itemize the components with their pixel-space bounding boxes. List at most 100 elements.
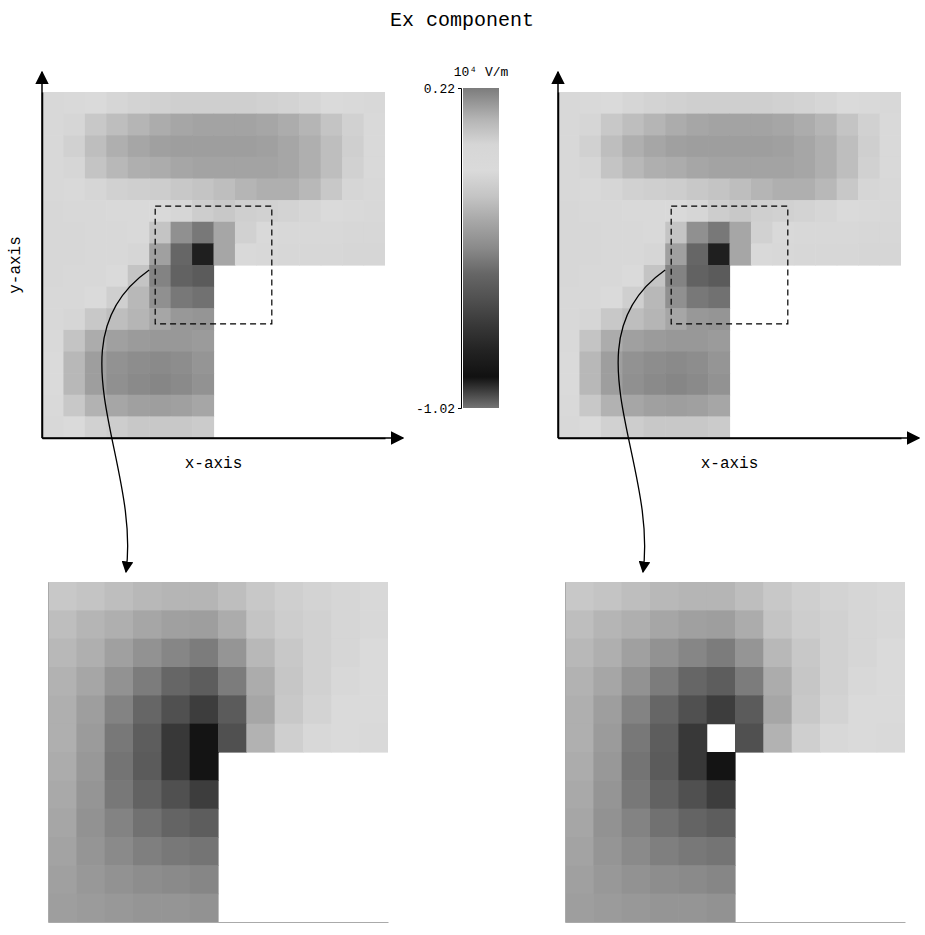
heatmap-cell — [622, 837, 651, 866]
heatmap-cell — [275, 610, 304, 639]
colorbar-axis-line — [458, 89, 462, 409]
heatmap-cell — [848, 610, 877, 639]
heatmap-cell — [565, 724, 594, 753]
heatmap-cell — [880, 222, 901, 244]
heatmap-cell — [650, 752, 679, 781]
heatmap-cell — [48, 582, 77, 611]
heatmap-cell — [650, 780, 679, 809]
heatmap-cell — [128, 200, 150, 222]
heatmap-cell — [214, 179, 236, 201]
colorbar-tick-mark — [458, 408, 461, 409]
heatmap-cell — [105, 667, 134, 696]
heatmap-cell — [763, 667, 792, 696]
heatmap-cell — [877, 582, 905, 611]
heatmap-cell — [579, 92, 601, 114]
heatmap-cell — [256, 200, 278, 222]
heatmap-cell — [815, 114, 837, 136]
heatmap-cell — [85, 287, 107, 309]
heatmap-cell — [48, 724, 77, 753]
heatmap-cell — [303, 667, 332, 696]
heatmap-cell — [149, 135, 171, 157]
heatmap-cell — [678, 610, 707, 639]
heatmap-cell — [161, 809, 190, 838]
heatmap-cell — [622, 287, 644, 309]
heatmap-cell — [579, 157, 601, 179]
heatmap-cell — [708, 330, 730, 352]
heatmap-cell — [644, 373, 666, 395]
heatmap-cell — [42, 395, 64, 417]
heatmap-cell — [622, 157, 644, 179]
heatmap-cell — [76, 780, 105, 809]
heatmap-cell — [794, 135, 816, 157]
heatmap-cell — [105, 809, 134, 838]
heatmap-cell — [708, 287, 730, 309]
heatmap-cell — [579, 352, 601, 374]
heatmap-cell — [128, 373, 150, 395]
heatmap-cell — [665, 265, 687, 287]
heatmap-cell — [877, 667, 905, 696]
heatmap-cell — [730, 114, 752, 136]
heatmap-cell — [880, 200, 901, 222]
heatmap-cell — [190, 780, 219, 809]
heatmap-cells — [42, 92, 385, 438]
y-axis — [48, 583, 49, 923]
heatmap-cell — [820, 610, 849, 639]
heatmap-cell — [644, 114, 666, 136]
heatmap-cell — [665, 135, 687, 157]
heatmap-cell — [342, 157, 364, 179]
heatmap-cell — [246, 667, 275, 696]
heatmap-cell — [815, 92, 837, 114]
heatmap-cell — [149, 222, 171, 244]
heatmap-cell — [149, 287, 171, 309]
heatmap-cell — [565, 667, 594, 696]
heatmap-cell — [76, 752, 105, 781]
heatmap-cell — [235, 179, 257, 201]
heatmap-cell — [42, 114, 64, 136]
y-axis — [565, 583, 566, 923]
x-axis-arrow — [558, 437, 919, 439]
heatmap-cell — [85, 92, 107, 114]
heatmap-cell — [192, 416, 214, 438]
heatmap-cell — [235, 135, 257, 157]
heatmap-cell — [707, 610, 736, 639]
heatmap-cell — [707, 667, 736, 696]
x-axis-arrow — [42, 437, 403, 439]
heatmap-cell — [218, 610, 247, 639]
heatmap-cell — [735, 695, 764, 724]
heatmap-cell — [214, 92, 236, 114]
y-axis-title: y-axis — [7, 236, 25, 294]
y-axis-line — [48, 583, 49, 923]
heatmap-cell — [558, 395, 580, 417]
heatmap-cell — [792, 724, 821, 753]
heatmap-cell — [650, 837, 679, 866]
heatmap-cell — [678, 639, 707, 668]
heatmap-cell — [133, 582, 162, 611]
heatmap-cell — [858, 135, 880, 157]
heatmap-cell — [63, 135, 85, 157]
heatmap-cell — [877, 610, 905, 639]
heatmap-cell — [321, 92, 343, 114]
heatmap-cell — [331, 695, 360, 724]
heatmap-cell — [579, 330, 601, 352]
heatmap-cell — [42, 265, 64, 287]
heatmap-cell — [558, 222, 580, 244]
heatmap-cell — [192, 135, 214, 157]
heatmap-cell — [192, 373, 214, 395]
heatmap-cell — [678, 695, 707, 724]
heatmap-cell — [815, 179, 837, 201]
heatmap-cell — [85, 395, 107, 417]
heatmap-cell — [678, 809, 707, 838]
heatmap-cell — [665, 416, 687, 438]
heatmap-cell — [63, 395, 85, 417]
heatmap-cell — [63, 416, 85, 438]
heatmap-cell — [106, 373, 128, 395]
heatmap-cell — [858, 92, 880, 114]
heatmap-cell — [161, 724, 190, 753]
heatmap-cell — [106, 287, 128, 309]
heatmap-cell — [256, 157, 278, 179]
heatmap-cell — [299, 200, 321, 222]
heatmap-cell — [751, 200, 773, 222]
heatmap-cell — [708, 179, 730, 201]
heatmap-cell — [792, 667, 821, 696]
heatmap-cell — [149, 243, 171, 265]
